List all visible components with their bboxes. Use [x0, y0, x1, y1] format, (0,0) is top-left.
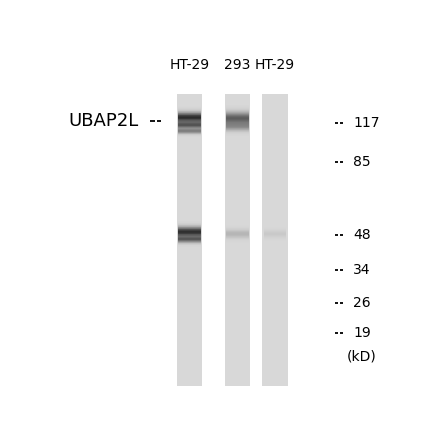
Bar — [262, 93, 288, 386]
Text: 293: 293 — [224, 58, 251, 71]
Text: 117: 117 — [353, 116, 380, 130]
Text: HT-29: HT-29 — [170, 58, 210, 71]
Text: 48: 48 — [353, 228, 371, 242]
Bar — [225, 93, 250, 386]
Text: 85: 85 — [353, 155, 371, 168]
Text: HT-29: HT-29 — [255, 58, 295, 71]
Text: 34: 34 — [353, 263, 371, 277]
Text: UBAP2L: UBAP2L — [69, 112, 139, 130]
Text: 26: 26 — [353, 295, 371, 310]
Bar — [177, 93, 202, 386]
Text: (kD): (kD) — [347, 350, 376, 364]
Text: 19: 19 — [353, 326, 371, 340]
